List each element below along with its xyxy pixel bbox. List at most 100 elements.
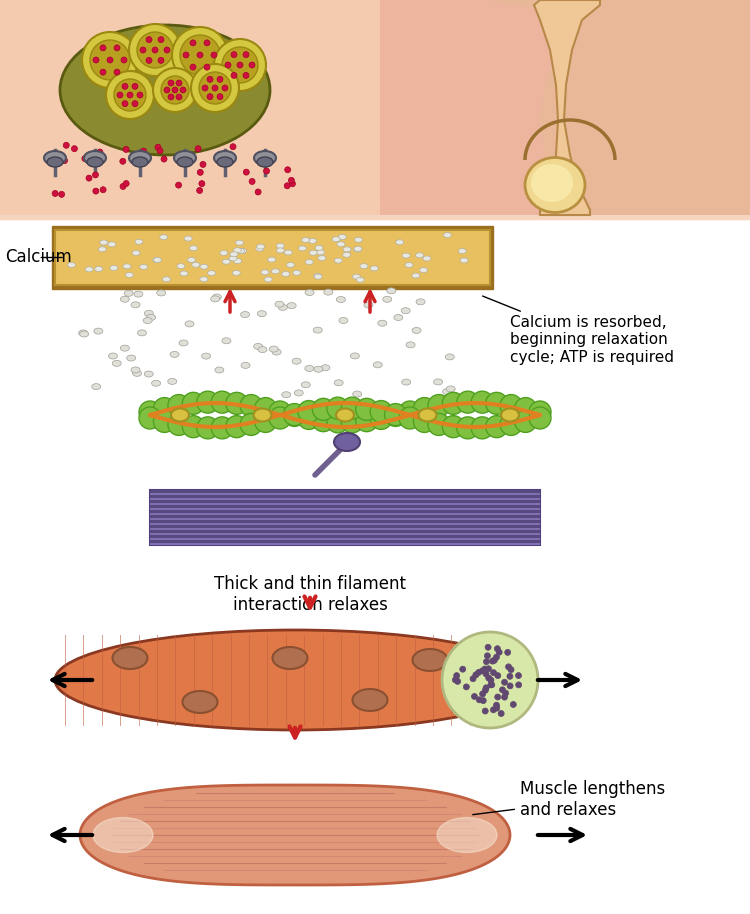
Circle shape: [129, 24, 181, 76]
Ellipse shape: [127, 355, 136, 361]
Ellipse shape: [87, 157, 103, 167]
Ellipse shape: [458, 249, 466, 253]
Ellipse shape: [416, 299, 425, 304]
Bar: [150, 535, 540, 537]
Bar: [0, 28, 750, 32]
Bar: [0, 104, 750, 108]
Bar: [0, 172, 750, 176]
Ellipse shape: [153, 258, 160, 262]
Circle shape: [486, 392, 508, 414]
Ellipse shape: [402, 253, 410, 258]
Circle shape: [152, 47, 158, 53]
Ellipse shape: [184, 236, 192, 241]
Ellipse shape: [302, 238, 310, 242]
Circle shape: [230, 143, 236, 150]
Ellipse shape: [406, 342, 415, 348]
Circle shape: [341, 398, 363, 420]
Bar: [0, 148, 750, 152]
Circle shape: [139, 160, 145, 165]
Ellipse shape: [179, 340, 188, 346]
Circle shape: [413, 398, 436, 420]
Bar: [0, 116, 750, 120]
Ellipse shape: [304, 366, 313, 371]
Circle shape: [327, 398, 349, 420]
Circle shape: [495, 673, 501, 678]
Circle shape: [494, 654, 500, 660]
Bar: [0, 108, 750, 112]
Circle shape: [500, 686, 506, 693]
Bar: [0, 136, 750, 140]
Ellipse shape: [396, 239, 404, 245]
Bar: [0, 156, 750, 160]
Ellipse shape: [334, 433, 360, 451]
Circle shape: [123, 146, 129, 153]
Text: Calcium: Calcium: [5, 249, 72, 267]
Circle shape: [284, 404, 305, 426]
Text: Calcium is resorbed,
beginning relaxation
cycle; ATP is required: Calcium is resorbed, beginning relaxatio…: [482, 296, 674, 365]
Circle shape: [385, 404, 406, 427]
Ellipse shape: [394, 314, 403, 321]
Ellipse shape: [135, 239, 143, 244]
Circle shape: [100, 186, 106, 193]
Circle shape: [158, 37, 164, 43]
Circle shape: [197, 52, 203, 58]
Ellipse shape: [190, 246, 197, 250]
Ellipse shape: [241, 312, 250, 317]
Ellipse shape: [343, 252, 351, 258]
Ellipse shape: [308, 239, 316, 243]
Ellipse shape: [412, 327, 421, 334]
Circle shape: [498, 710, 504, 717]
Circle shape: [226, 392, 248, 414]
Bar: [0, 128, 750, 132]
Polygon shape: [490, 0, 750, 215]
Ellipse shape: [222, 260, 230, 264]
Ellipse shape: [374, 362, 382, 367]
Circle shape: [500, 413, 522, 435]
Ellipse shape: [168, 378, 177, 385]
Circle shape: [157, 148, 163, 154]
Bar: [0, 64, 750, 68]
Ellipse shape: [401, 308, 410, 314]
Circle shape: [457, 391, 478, 413]
Bar: [0, 4, 750, 8]
Ellipse shape: [352, 391, 362, 397]
Circle shape: [182, 416, 204, 438]
Ellipse shape: [254, 409, 272, 421]
Ellipse shape: [350, 353, 359, 359]
Circle shape: [207, 77, 213, 82]
Circle shape: [472, 672, 478, 678]
Ellipse shape: [501, 409, 519, 421]
Circle shape: [507, 674, 513, 679]
Circle shape: [269, 407, 291, 429]
Circle shape: [180, 35, 220, 75]
Ellipse shape: [124, 291, 134, 296]
Ellipse shape: [460, 258, 468, 263]
Bar: [0, 0, 750, 215]
Bar: [0, 40, 750, 44]
Circle shape: [168, 80, 174, 86]
Circle shape: [62, 157, 68, 164]
Circle shape: [356, 409, 378, 431]
Circle shape: [168, 94, 174, 100]
Bar: [0, 88, 750, 92]
Circle shape: [176, 182, 181, 188]
Bar: [0, 120, 750, 124]
Circle shape: [370, 400, 392, 422]
Bar: [0, 184, 750, 188]
Circle shape: [155, 144, 161, 150]
Ellipse shape: [268, 257, 276, 262]
Ellipse shape: [185, 321, 194, 327]
Circle shape: [514, 410, 536, 432]
Circle shape: [494, 645, 500, 652]
Ellipse shape: [94, 266, 103, 271]
Circle shape: [243, 72, 249, 79]
Circle shape: [289, 177, 295, 184]
Ellipse shape: [334, 258, 342, 263]
Circle shape: [211, 417, 233, 439]
Bar: [150, 490, 540, 545]
Ellipse shape: [352, 689, 388, 711]
Circle shape: [255, 189, 261, 195]
Circle shape: [263, 168, 269, 174]
Circle shape: [199, 72, 231, 104]
Circle shape: [182, 392, 204, 414]
